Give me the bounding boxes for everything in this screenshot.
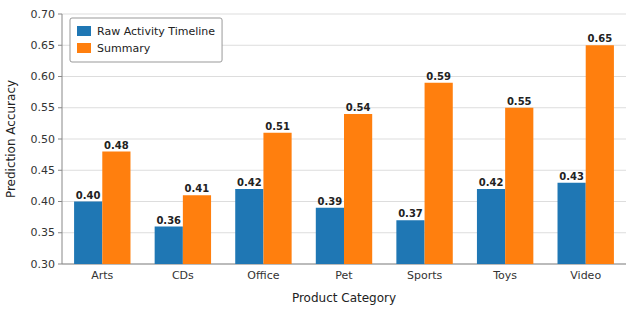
x-axis-title: Product Category — [292, 291, 396, 305]
bar — [263, 133, 291, 264]
y-tick-label: 0.35 — [31, 226, 56, 239]
x-tick-label: Pet — [335, 269, 353, 282]
y-tick-label: 0.60 — [31, 70, 56, 83]
legend-swatch — [77, 43, 91, 53]
bars — [74, 45, 614, 264]
legend-label: Summary — [97, 42, 151, 55]
y-axis-line — [62, 14, 63, 264]
data-label: 0.51 — [265, 121, 290, 132]
y-tick — [58, 201, 62, 202]
data-label: 0.42 — [237, 177, 262, 188]
y-tick-label: 0.40 — [31, 195, 56, 208]
bar — [155, 227, 183, 265]
bar — [425, 83, 453, 264]
bar — [505, 108, 533, 264]
y-tick-label: 0.30 — [31, 258, 56, 271]
data-label: 0.59 — [426, 71, 451, 82]
x-tick-label: CDs — [172, 269, 194, 282]
bar — [102, 152, 130, 265]
y-tick-label: 0.55 — [31, 101, 56, 114]
grid-line — [62, 14, 626, 15]
legend: Raw Activity Timeline Summary — [70, 18, 222, 62]
x-tick-label: Office — [247, 269, 279, 282]
data-label: 0.41 — [185, 183, 210, 194]
y-tick — [58, 264, 62, 265]
y-tick — [58, 139, 62, 140]
bar — [558, 183, 586, 264]
data-label: 0.43 — [559, 171, 584, 182]
data-label: 0.39 — [318, 196, 343, 207]
data-label: 0.65 — [587, 33, 612, 44]
x-tick-label: Video — [570, 269, 601, 282]
bar — [396, 220, 424, 264]
y-tick-label: 0.70 — [31, 8, 56, 21]
data-label: 0.54 — [346, 102, 371, 113]
y-tick-label: 0.45 — [31, 164, 56, 177]
data-label: 0.48 — [104, 140, 129, 151]
bar — [235, 189, 263, 264]
x-tick-label: Toys — [492, 269, 517, 282]
y-tick — [58, 14, 62, 15]
legend-swatch — [77, 26, 91, 36]
y-tick — [58, 45, 62, 46]
grid-line — [62, 76, 626, 77]
y-axis-title: Prediction Accuracy — [4, 80, 18, 198]
data-label: 0.37 — [398, 208, 423, 219]
bar — [316, 208, 344, 264]
legend-box — [70, 18, 222, 62]
bar — [477, 189, 505, 264]
y-tick — [58, 107, 62, 108]
y-tick-label: 0.65 — [31, 39, 56, 52]
data-label: 0.40 — [76, 190, 101, 201]
x-tick-label: Arts — [91, 269, 113, 282]
bar — [74, 202, 102, 265]
y-tick — [58, 232, 62, 233]
chart: 0.30 0.35 0.40 0.45 0.50 0.55 0.60 0.65 0.70 Arts… — [0, 0, 640, 310]
y-tick-label: 0.50 — [31, 133, 56, 146]
data-label: 0.55 — [507, 96, 532, 107]
bar — [586, 45, 614, 264]
grid — [62, 14, 626, 264]
legend-label: Raw Activity Timeline — [97, 25, 215, 38]
y-tick — [58, 170, 62, 171]
data-label: 0.36 — [156, 215, 181, 226]
bar — [344, 114, 372, 264]
bar — [183, 195, 211, 264]
data-label: 0.42 — [479, 177, 504, 188]
x-tick-label: Sports — [407, 269, 443, 282]
grid-line — [62, 107, 626, 108]
y-tick — [58, 76, 62, 77]
axes: 0.30 0.35 0.40 0.45 0.50 0.55 0.60 0.65 0.70 Arts… — [31, 8, 627, 283]
